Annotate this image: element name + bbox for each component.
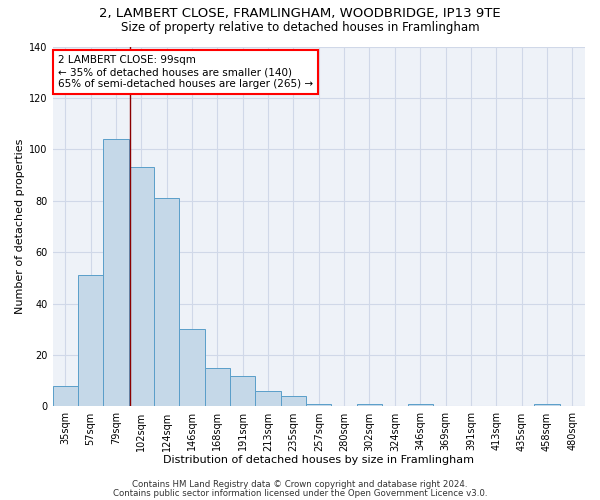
Bar [154,198,179,406]
Bar [128,168,154,406]
Bar [407,404,433,406]
Text: Contains HM Land Registry data © Crown copyright and database right 2024.: Contains HM Land Registry data © Crown c… [132,480,468,489]
Bar [230,376,256,406]
Bar [306,404,331,406]
Bar [205,368,230,406]
Bar [281,396,306,406]
Text: 2 LAMBERT CLOSE: 99sqm
← 35% of detached houses are smaller (140)
65% of semi-de: 2 LAMBERT CLOSE: 99sqm ← 35% of detached… [58,56,313,88]
Text: Size of property relative to detached houses in Framlingham: Size of property relative to detached ho… [121,21,479,34]
Bar [103,139,128,406]
Bar [179,330,205,406]
X-axis label: Distribution of detached houses by size in Framlingham: Distribution of detached houses by size … [163,455,474,465]
Y-axis label: Number of detached properties: Number of detached properties [15,139,25,314]
Text: 2, LAMBERT CLOSE, FRAMLINGHAM, WOODBRIDGE, IP13 9TE: 2, LAMBERT CLOSE, FRAMLINGHAM, WOODBRIDG… [99,8,501,20]
Bar [534,404,560,406]
Text: Contains public sector information licensed under the Open Government Licence v3: Contains public sector information licen… [113,488,487,498]
Bar [256,391,281,406]
Bar [357,404,382,406]
Bar [53,386,78,406]
Bar [78,276,103,406]
